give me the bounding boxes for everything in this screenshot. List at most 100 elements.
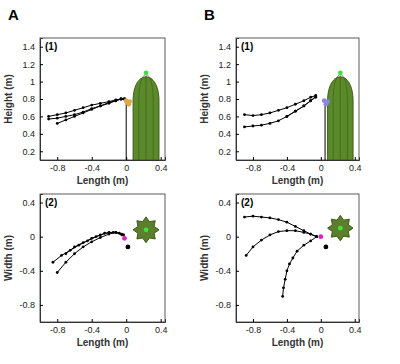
trajectory-line [287,97,316,116]
trajectory-point [73,246,76,249]
y-tick-mark [236,99,239,100]
trajectory-point [291,257,294,260]
y-tick-mark [40,134,43,135]
trajectory-line [283,237,317,297]
trajectory-point [47,118,50,121]
y-axis-line [41,39,44,161]
trajectory-point [120,98,123,101]
x-tick: 0.4 [155,157,168,173]
y-tick-label: 1.4 [22,42,35,52]
y-tick-mark [236,151,239,152]
trajectory-point [315,235,318,238]
trajectory-point [309,99,312,102]
x-tick: -0.8 [246,157,262,173]
x-tick-mark [92,157,93,160]
y-tick-label: 0.4 [22,198,35,208]
x-tick: 0 [319,319,324,335]
trajectory-point [99,102,102,105]
trajectory-point [285,106,288,109]
trajectory-point [82,112,85,115]
trajectory-point [64,252,67,255]
y-tick-label: 1 [226,77,231,87]
trajectory-point [114,231,117,234]
trajectory-line [246,231,316,256]
x-tick-label: 0 [319,325,324,335]
y-tick: 0.8 [22,94,43,104]
x-tick: 0 [319,157,324,173]
trajectory-point [243,216,246,219]
trajectory-point [294,103,297,106]
x-tick: -0.8 [50,319,66,335]
x-tick-label: 0.4 [155,163,168,173]
trajectory-point [294,110,297,113]
x-tick-mark [126,319,127,322]
trajectory-point [64,112,67,115]
point [318,234,323,239]
point [324,245,329,250]
trajectory-point [108,231,111,234]
y-axis: 0.20.40.60.811.21.4 [22,39,43,161]
x-tick-label: -0.8 [50,325,66,335]
y-axis: -0.8-0.400.4 [215,195,239,323]
trajectory-point [302,231,305,234]
x-axis-title: Length (m) [272,337,324,348]
trajectory-point [120,98,123,101]
trajectory-point [260,124,263,127]
y-tick-mark [40,64,43,65]
trajectory-point [120,98,123,101]
trajectory-point [315,235,318,238]
y-tick-label: 1 [30,77,35,87]
trajectory-point [52,261,55,264]
x-tick-label: -0.8 [246,325,262,335]
trajectory-point [245,254,248,257]
y-tick-label: 1.4 [218,42,231,52]
panel-title: (2) [45,197,57,208]
y-tick: 0.4 [218,129,239,139]
y-axis-line [237,39,240,161]
x-axis: -0.8-0.400.4 [237,319,362,335]
trajectory-point [314,95,317,98]
panel: -0.8-0.400.4-0.8-0.400.4(2)Length (m)Wid… [199,194,362,348]
x-tick-label: -0.8 [246,163,262,173]
panel-label: B [204,6,215,23]
trajectory-point [90,107,93,110]
x-tick-mark [161,319,162,322]
y-tick-mark [40,305,43,306]
x-tick: 0 [124,157,129,173]
y-tick: -0.4 [19,266,43,276]
trajectory-point [252,125,255,128]
trajectory-point [99,236,102,239]
trajectory-point [243,125,246,128]
x-tick: 0.4 [155,319,168,335]
y-tick-mark [40,116,43,117]
plant-rib [340,74,341,160]
trajectory-line [244,96,315,127]
y-tick: 0.2 [22,147,43,157]
trajectory-point [269,122,272,125]
trajectory-point [269,112,272,115]
y-tick-label: 0 [30,232,35,242]
panel: -0.8-0.400.4-0.8-0.400.4(2)Length (m)Wid… [3,194,167,348]
y-tick-label: 1.2 [218,60,231,70]
x-tick-mark [355,157,356,160]
y-tick-mark [236,47,239,48]
x-tick: -0.4 [280,319,296,335]
x-tick: -0.4 [84,157,100,173]
point [126,102,131,107]
y-tick-mark [40,99,43,100]
x-axis-line [41,319,166,323]
x-axis: -0.8-0.400.4 [41,319,168,335]
x-axis: -0.8-0.400.4 [237,157,362,173]
x-tick-mark [126,157,127,160]
trajectory-point [90,240,93,243]
plant-rib [146,74,147,160]
trajectory-point [82,246,85,249]
x-tick: -0.8 [50,157,66,173]
figure: -0.8-0.400.40.20.40.60.811.21.4(1)Length… [0,0,400,364]
y-axis-title: Width (m) [3,235,14,281]
trajectory-point [252,246,255,249]
x-tick-mark [321,319,322,322]
y-tick-mark [236,116,239,117]
trajectory-point [114,99,117,102]
trajectory-point [260,216,263,219]
